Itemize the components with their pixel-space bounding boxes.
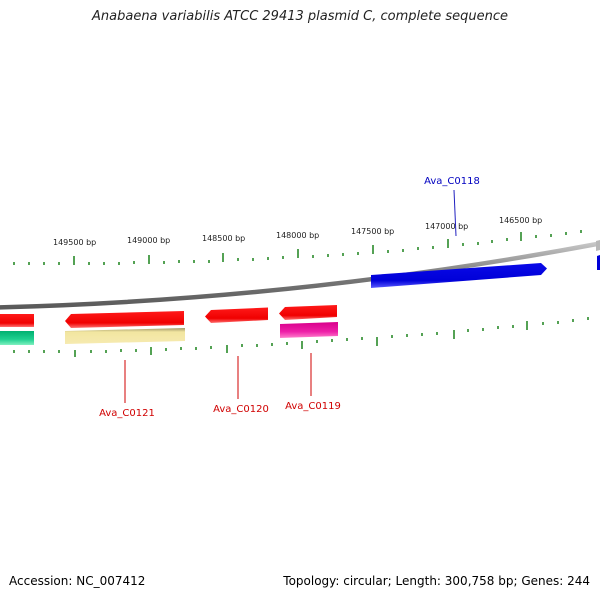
gene-label-ava-c0121[interactable]: Ava_C0121 — [99, 408, 155, 419]
gene-label-ava-c0120[interactable]: Ava_C0120 — [213, 404, 269, 415]
gene-arrow-ava-c0121[interactable] — [65, 311, 184, 328]
gene-label-ava-c0119[interactable]: Ava_C0119 — [285, 401, 341, 412]
gene-label-ava-c0118[interactable]: Ava_C0118 — [424, 176, 480, 187]
lower-scale-ruler — [13, 317, 589, 357]
scale-label: 148000 bp — [276, 231, 319, 240]
plasmid-backbone — [0, 241, 600, 310]
gene-arrow-ava-c0120[interactable] — [205, 307, 268, 324]
gene-arrow-ava-c0118[interactable] — [371, 263, 547, 288]
gene-arrow-edge-feature[interactable] — [597, 255, 600, 270]
scale-label: 147500 bp — [351, 227, 394, 236]
map-title: Anabaena variabilis ATCC 29413 plasmid C… — [92, 9, 508, 24]
accession-text: Accession: NC_007412 — [9, 574, 146, 588]
topology-summary-text: Topology: circular; Length: 300,758 bp; … — [283, 574, 590, 588]
scale-label: 149000 bp — [127, 236, 170, 245]
green-feature-block[interactable] — [0, 331, 34, 345]
upper-scale-ruler — [13, 230, 582, 265]
scale-label: 147000 bp — [425, 222, 468, 231]
gene-arrow-ava-c0119[interactable] — [279, 305, 337, 320]
pink-feature-block[interactable] — [280, 322, 338, 338]
scale-label: 146500 bp — [499, 216, 542, 225]
scale-label: 149500 bp — [53, 238, 96, 247]
label-leader-ava-c0118 — [453, 189, 457, 237]
plasmid-backbone-edge — [596, 240, 600, 251]
yellow-feature-block[interactable] — [65, 328, 185, 344]
scale-label: 148500 bp — [202, 234, 245, 243]
gene-arrow-left-partial[interactable] — [0, 314, 34, 327]
